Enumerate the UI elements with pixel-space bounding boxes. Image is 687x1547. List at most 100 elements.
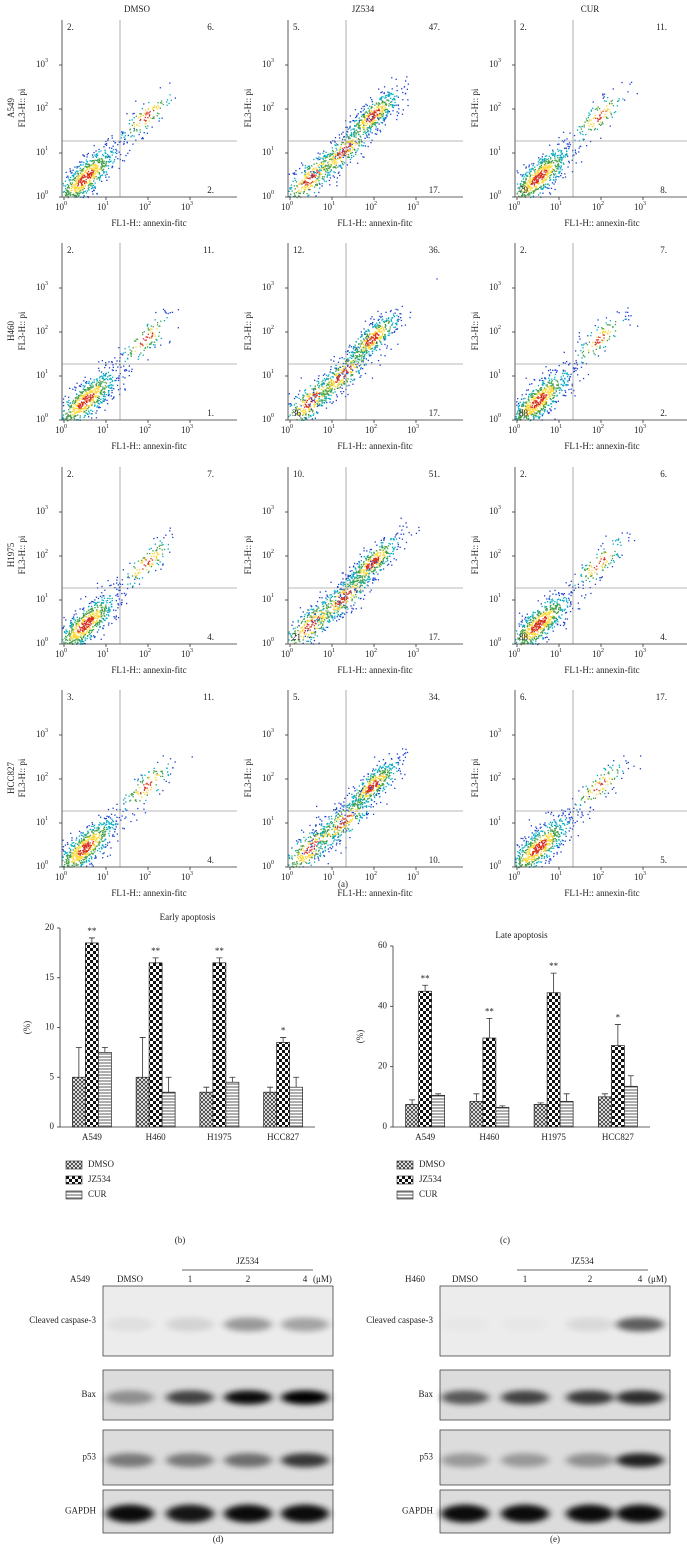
event-dot — [331, 383, 333, 385]
event-dot — [65, 193, 67, 195]
event-dot — [354, 132, 356, 134]
event-dot — [516, 412, 518, 415]
event-dot — [366, 338, 368, 340]
tick-exponent: 0 — [498, 190, 501, 196]
event-dot — [349, 381, 352, 383]
event-dot — [366, 351, 368, 353]
event-dot — [71, 174, 73, 177]
event-dot — [74, 166, 76, 168]
event-dot — [84, 181, 86, 183]
event-dot — [534, 173, 537, 175]
event-dot — [558, 172, 560, 175]
event-dot — [94, 388, 96, 390]
event-dot — [571, 171, 574, 173]
event-dot — [346, 359, 349, 361]
event-dot — [111, 135, 113, 137]
event-dot — [310, 183, 312, 185]
event-dot — [337, 385, 339, 387]
event-dot — [136, 124, 138, 126]
event-dot — [548, 168, 550, 171]
tick-exponent: 3 — [643, 201, 646, 207]
event-dot — [291, 404, 293, 407]
event-dot — [349, 161, 352, 163]
event-dot — [525, 190, 527, 192]
event-dot — [313, 403, 315, 405]
event-dot — [112, 366, 114, 368]
event-dot — [360, 336, 362, 338]
event-dot — [372, 343, 375, 346]
event-dot — [321, 185, 323, 187]
event-dot — [111, 361, 113, 363]
event-dot — [299, 413, 301, 416]
event-dot — [96, 171, 98, 174]
event-dot — [352, 348, 354, 350]
event-dot — [382, 327, 385, 329]
event-dot — [155, 106, 157, 108]
event-dot — [522, 404, 525, 406]
event-dot — [367, 130, 369, 132]
event-dot — [166, 99, 169, 101]
event-dot — [83, 388, 85, 391]
event-dot — [121, 132, 124, 134]
event-dot — [93, 160, 95, 162]
event-dot — [81, 176, 83, 178]
event-dot — [546, 168, 549, 170]
event-dot — [372, 103, 374, 105]
event-dot — [554, 173, 556, 175]
event-dot — [332, 156, 334, 158]
event-dot — [325, 378, 328, 380]
event-dot — [92, 391, 94, 394]
event-dot — [88, 382, 90, 384]
event-dot — [81, 161, 83, 163]
event-dot — [341, 357, 343, 359]
event-dot — [340, 383, 342, 385]
event-dot — [541, 415, 544, 417]
event-dot — [565, 391, 567, 393]
y-axis-label: FL3-H:: pi — [470, 88, 480, 127]
event-dot — [147, 333, 149, 335]
event-dot — [80, 392, 83, 394]
event-dot — [304, 175, 307, 177]
event-dot — [335, 155, 337, 157]
event-dot — [169, 82, 171, 84]
event-dot — [355, 341, 357, 343]
event-dot — [113, 396, 115, 398]
event-dot — [83, 407, 85, 410]
event-dot — [544, 159, 546, 161]
event-dot — [598, 108, 601, 110]
event-dot — [380, 316, 382, 319]
event-dot — [129, 149, 131, 152]
event-dot — [374, 114, 376, 117]
event-dot — [530, 406, 532, 408]
event-dot — [70, 170, 72, 172]
event-dot — [590, 110, 592, 112]
event-dot — [342, 155, 344, 157]
event-dot — [327, 378, 329, 380]
event-dot — [290, 403, 292, 405]
y-tick-label: 100 — [262, 413, 274, 424]
event-dot — [534, 395, 536, 398]
event-dot — [545, 166, 547, 168]
event-dot — [368, 117, 370, 120]
event-dot — [139, 345, 141, 347]
event-dot — [74, 407, 76, 410]
event-dot — [532, 187, 534, 189]
event-dot — [385, 328, 387, 330]
event-dot — [149, 329, 151, 331]
event-dot — [294, 179, 296, 181]
event-dot — [86, 154, 88, 156]
event-dot — [370, 323, 372, 325]
event-dot — [557, 400, 559, 402]
event-dot — [319, 392, 321, 394]
event-dot — [373, 122, 375, 124]
event-dot — [370, 129, 372, 131]
event-dot — [133, 340, 136, 342]
event-dot — [77, 187, 79, 189]
event-dot — [381, 122, 384, 124]
event-dot — [569, 362, 571, 365]
event-dot — [609, 103, 611, 105]
event-dot — [89, 166, 91, 168]
event-dot — [330, 366, 332, 368]
x-tick-label: 101 — [550, 201, 562, 212]
event-dot — [68, 399, 70, 402]
